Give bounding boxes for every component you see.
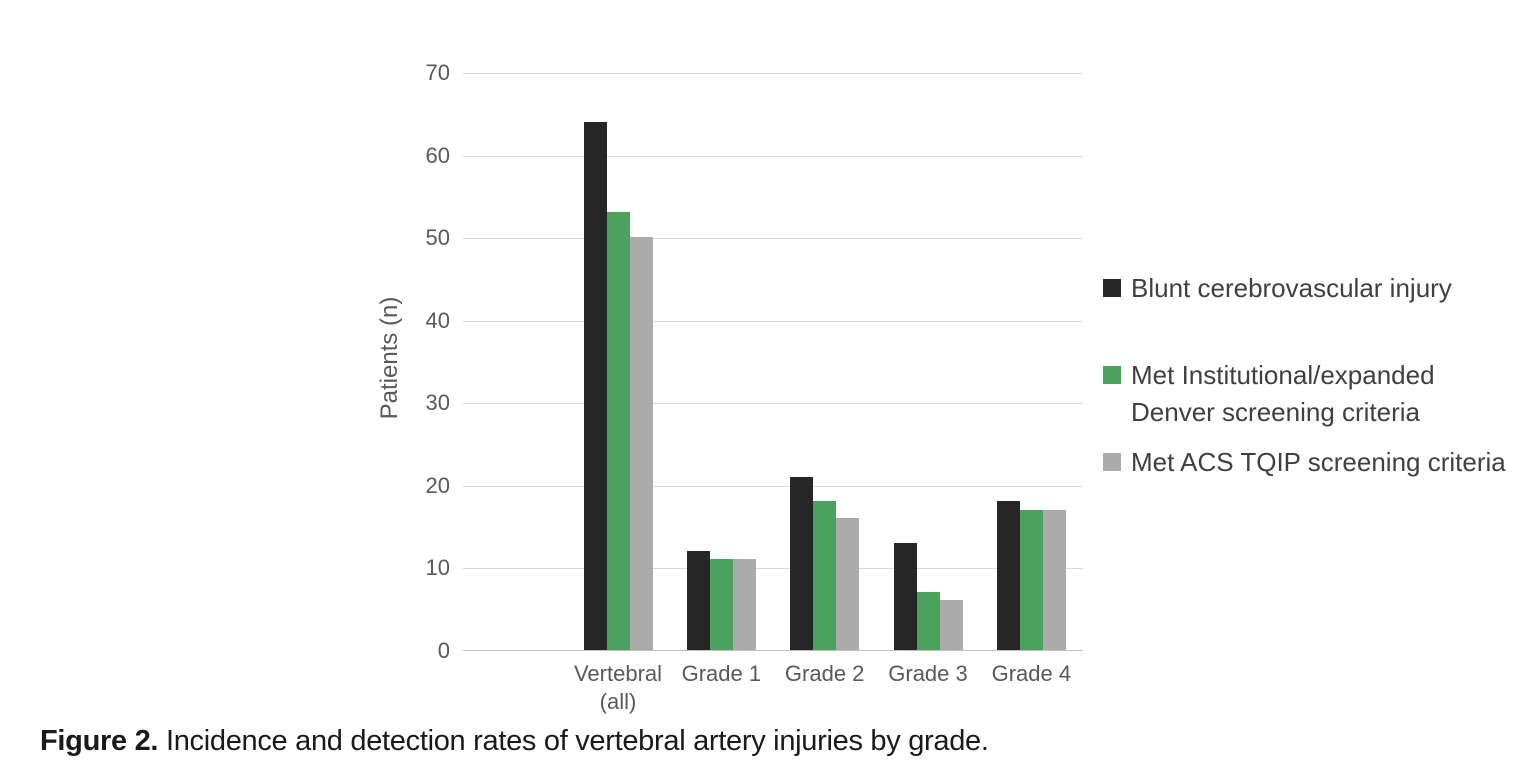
gridline-y60 [463, 155, 1083, 157]
bar-grade-1-series-2 [709, 559, 733, 650]
bar-grade-3-series-1 [893, 542, 917, 650]
bar-vertebral-series-1 [583, 121, 607, 650]
y-tick-label-30: 30 [425, 390, 450, 416]
x-label-grade-4: Grade 4 [991, 661, 1072, 686]
y-axis-title: Patients (n) [376, 296, 403, 420]
legend-swatch-1 [1103, 279, 1121, 297]
gridline-y70 [463, 73, 1083, 74]
y-tick-label-40: 40 [425, 307, 450, 333]
y-tick-label-20: 20 [425, 472, 450, 498]
plot-area [463, 73, 1083, 651]
gridline-y20 [463, 485, 1083, 487]
bar-grade-1-series-3 [732, 559, 756, 650]
x-label-grade-3: Grade 3 [888, 661, 968, 686]
bar-vertebral-series-2 [606, 212, 630, 650]
bar-grade-3-series-2 [916, 592, 940, 650]
legend-label-3: Met ACS TQIP screening criteria [1131, 447, 1506, 477]
figure-caption-label: Figure 2. [40, 725, 159, 757]
bar-grade-2-series-1 [790, 476, 814, 650]
bar-grade-4-series-3 [1042, 509, 1066, 650]
legend-label-1: Blunt cerebrovascular injury [1131, 273, 1452, 303]
bar-grade-4-series-2 [1019, 509, 1043, 650]
figure-caption-text: Incidence and detection rates of vertebr… [165, 725, 989, 757]
gridline-y50 [463, 238, 1083, 240]
x-label-grade-1: Grade 1 [681, 661, 762, 686]
gridline-y40 [463, 320, 1083, 322]
x-label-grade-2: Grade 2 [784, 661, 865, 686]
legend-swatch-3 [1103, 453, 1121, 471]
gridline-y30 [463, 403, 1083, 405]
chart-legend: Blunt cerebrovascular injury Met Institut… [1103, 0, 1523, 600]
y-tick-label-10: 10 [425, 555, 450, 581]
bar-grade-2-series-3 [836, 517, 860, 650]
bar-grade-2-series-2 [813, 501, 837, 650]
x-axis-line [463, 650, 1083, 651]
bar-vertebral-series-3 [629, 237, 653, 650]
figure-caption: Figure 2. Incidence and detection rates … [40, 723, 989, 759]
bar-grade-4-series-1 [996, 501, 1020, 650]
bar-grade-1-series-1 [686, 550, 710, 650]
y-tick-label-70: 70 [425, 60, 450, 85]
gridline-y10 [463, 568, 1083, 570]
legend-label-2: Met Institutional/expanded Denver screen… [1131, 360, 1435, 427]
x-label-vertebral: Vertebral (all) [573, 661, 663, 714]
y-tick-label-50: 50 [425, 225, 450, 251]
y-tick-label-0: 0 [437, 638, 450, 663]
bar-grade-3-series-3 [939, 600, 963, 650]
y-tick-label-60: 60 [425, 142, 450, 168]
legend-swatch-2 [1103, 366, 1121, 384]
